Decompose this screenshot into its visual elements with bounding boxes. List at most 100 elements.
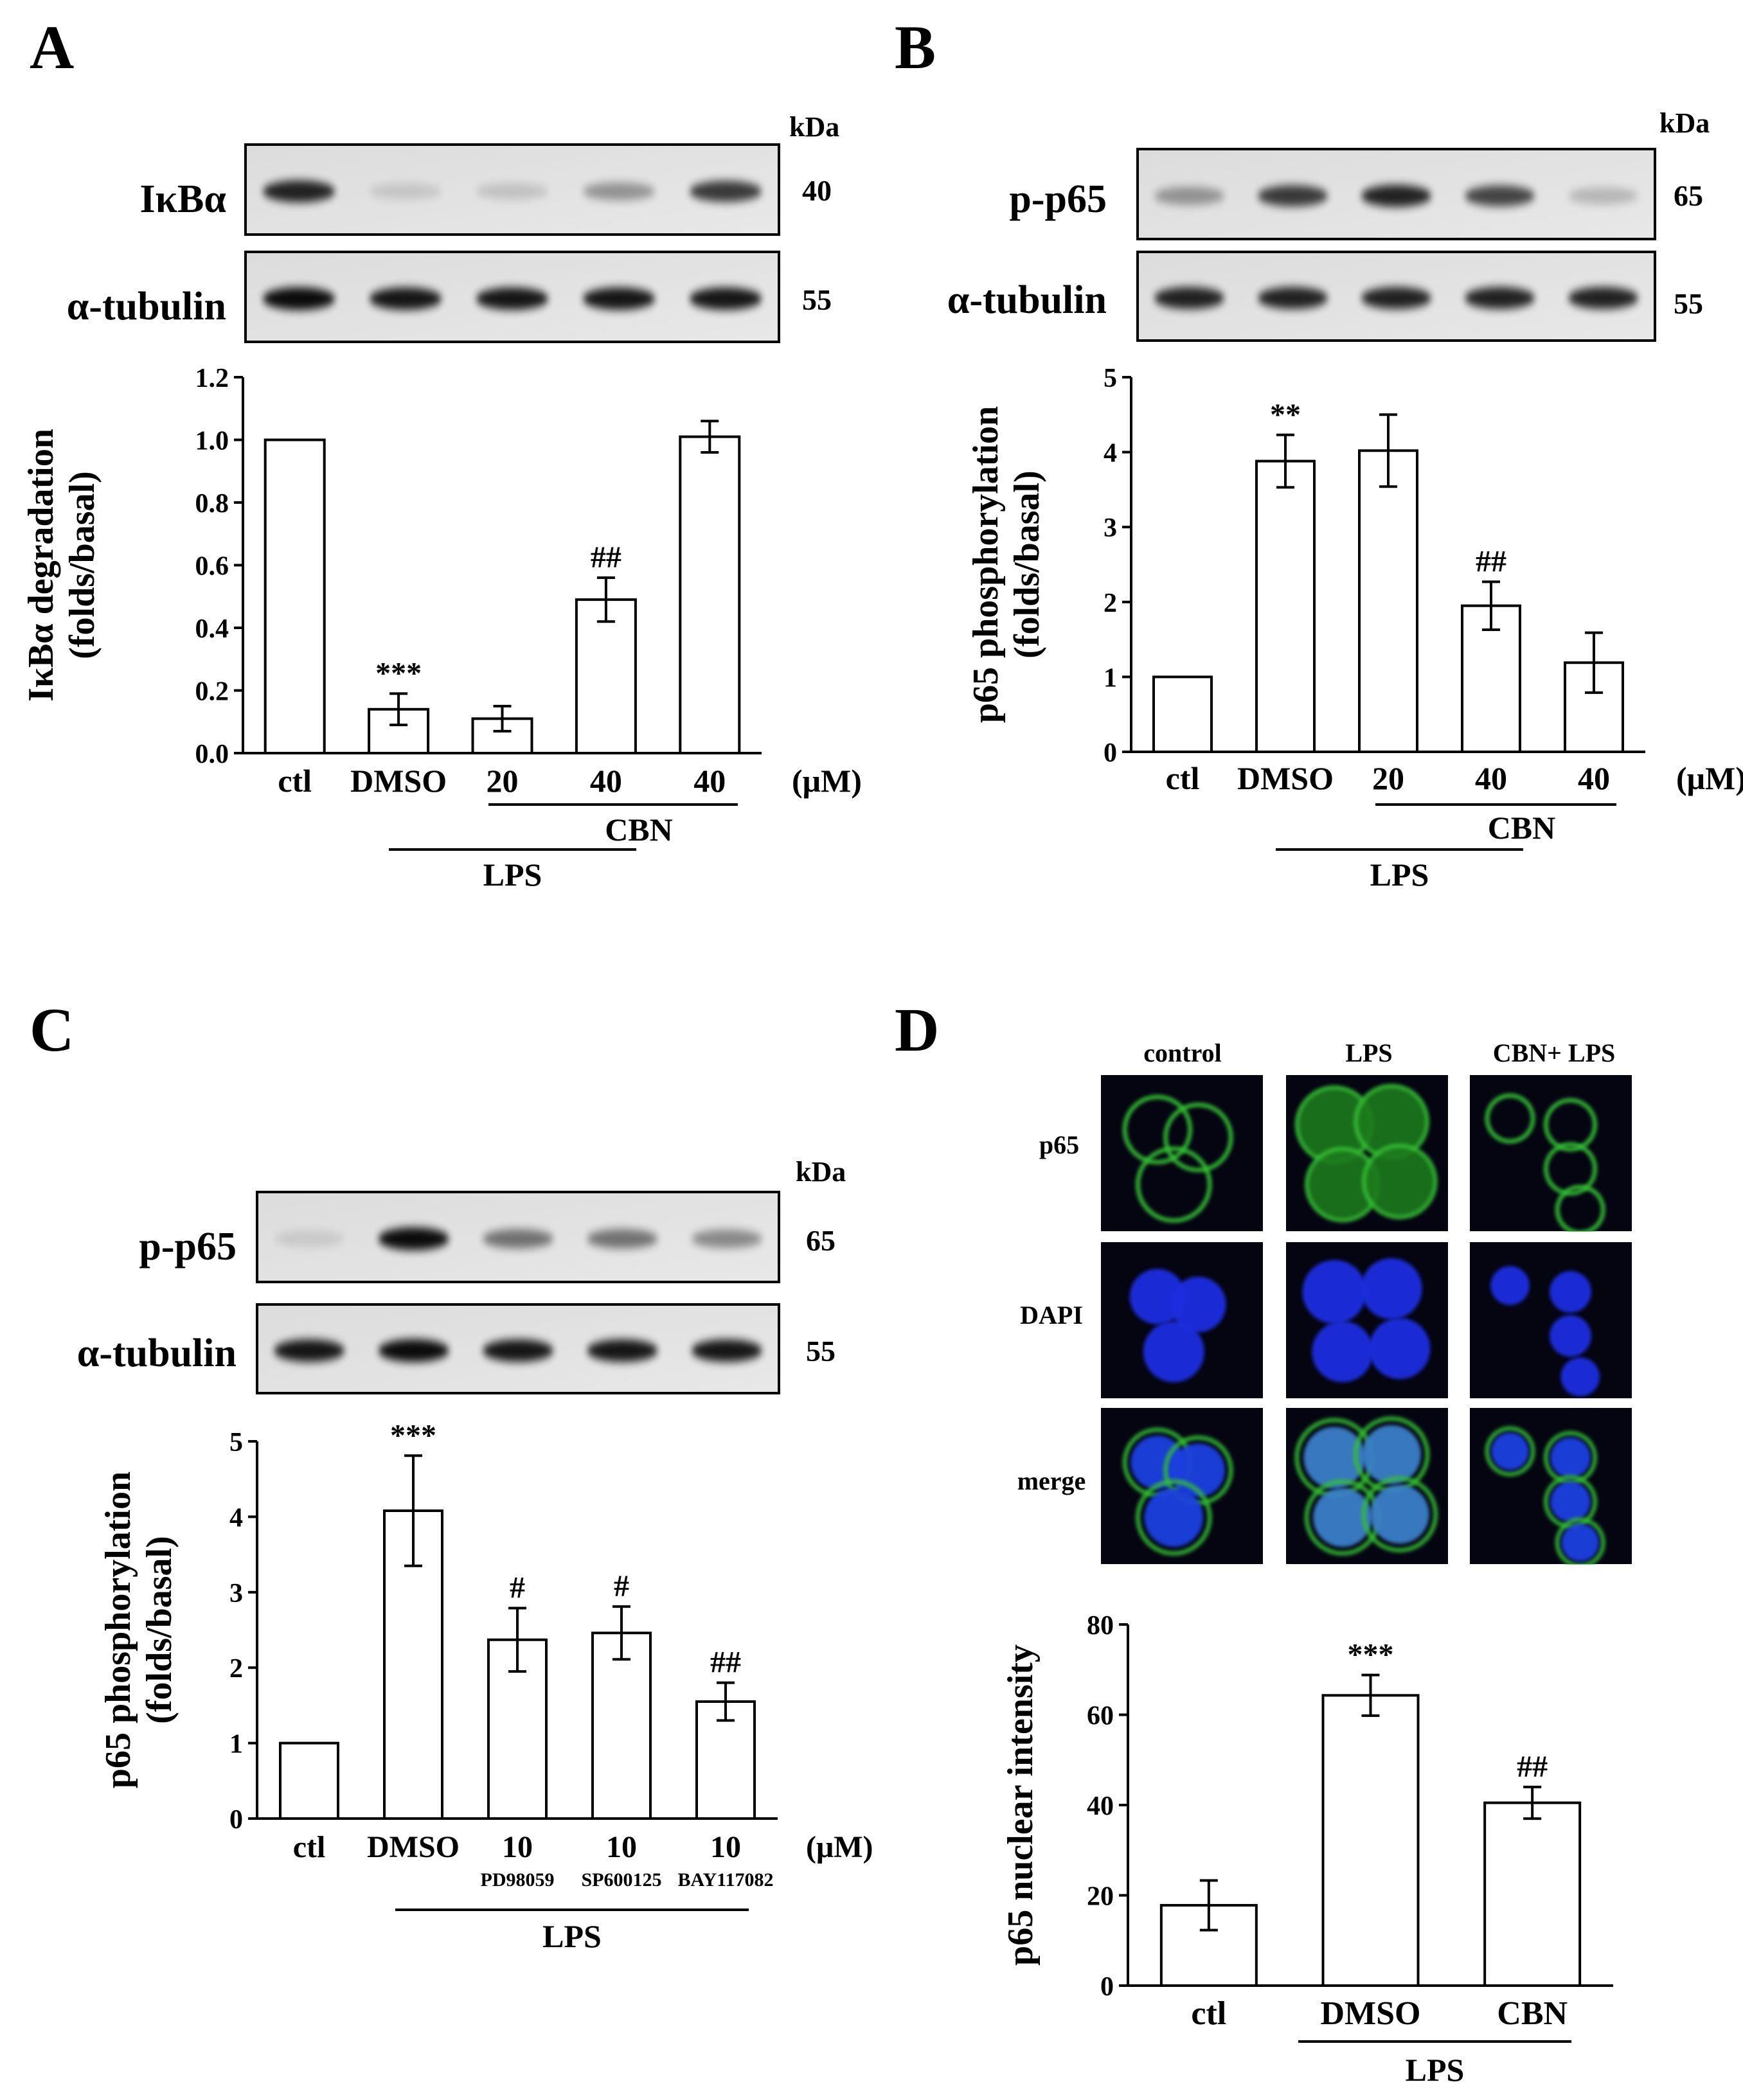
significance-marker: ## (1517, 1750, 1548, 1784)
blot-band (689, 287, 762, 310)
y-tick-label: 60 (1087, 1702, 1114, 1731)
significance-marker: ## (1476, 544, 1506, 578)
y-tick-label: 2 (1104, 589, 1117, 618)
panel-b-blot: kDa p-p65 α-tubulin 65 55 (947, 107, 1710, 342)
blot-band (262, 180, 335, 202)
kda-value-tubulin: 55 (806, 1335, 836, 1367)
kda-value-p-p65: 65 (806, 1224, 836, 1257)
y-axis-label: p65 phosphorylation (966, 406, 1006, 723)
error-bar (1523, 1785, 1542, 1820)
micrograph-dapi-cbn-lps (1469, 1241, 1633, 1400)
significance-marker: ** (1270, 398, 1301, 432)
x-tick-label: 40 (1578, 760, 1610, 796)
error-bar (404, 1454, 422, 1567)
y-tick-label: 0 (1100, 1972, 1114, 2002)
micrograph-merge-control (1100, 1407, 1264, 1565)
group-label: LPS (483, 857, 542, 893)
x-tick-label: 40 (693, 763, 726, 799)
micro-col-cbn-lps: CBN+ LPS (1493, 1038, 1616, 1067)
kda-unit-label: kDa (1659, 107, 1710, 139)
significance-marker: ## (591, 540, 621, 574)
kda-value-ikba: 40 (802, 174, 832, 207)
concentration-unit: (μM) (806, 1830, 873, 1864)
y-tick-label: 0.2 (195, 677, 229, 707)
y-axis-label: IκBα degradation (21, 429, 61, 702)
blot-band (1464, 185, 1535, 206)
y-tick-label: 5 (229, 1428, 243, 1457)
concentration-unit: (μM) (1676, 760, 1743, 796)
bar (1152, 675, 1213, 754)
panel-letter-c: C (30, 995, 74, 1064)
x-tick-label: ctl (278, 763, 312, 799)
y-axis-label: (folds/basal) (139, 1536, 179, 1724)
blot-band (1464, 287, 1535, 309)
x-tick-label: 20 (1372, 760, 1404, 796)
micrograph-p65-control (1100, 1074, 1264, 1232)
x-tick-label: DMSO (1237, 760, 1334, 796)
significance-marker: ## (710, 1646, 741, 1680)
blot-band (369, 287, 442, 310)
x-tick-label: ctl (1166, 760, 1200, 796)
protein-label-tubulin: α-tubulin (77, 1331, 237, 1375)
y-tick-label: 0.0 (195, 740, 229, 769)
blot-bands-tubulin (1154, 287, 1639, 309)
blot-band (587, 1339, 658, 1362)
bar (575, 598, 637, 754)
x-tick-label: DMSO (367, 1830, 460, 1864)
y-tick-label: 1.2 (195, 364, 229, 393)
panel-a-blot: kDa IκBα α-tubulin 40 55 (67, 111, 839, 343)
blot-bands-ikba (262, 180, 762, 202)
blot-band (691, 1229, 763, 1249)
bar (679, 435, 741, 754)
y-tick-label: 0 (229, 1805, 243, 1835)
inhibitor-label: PD98059 (481, 1869, 555, 1891)
bar (264, 438, 326, 754)
x-tick-label: 10 (710, 1830, 741, 1864)
blot-band (1154, 186, 1225, 205)
protein-label-tubulin: α-tubulin (947, 278, 1107, 322)
micrograph-dapi-lps (1285, 1241, 1449, 1400)
group-label: LPS (1370, 857, 1429, 893)
blot-band (1257, 185, 1328, 207)
blot-bands-p-p65 (273, 1227, 763, 1250)
y-tick-label: 1.0 (195, 427, 229, 456)
x-tick-label: 40 (590, 763, 622, 799)
inhibitor-label: BAY117082 (678, 1869, 774, 1891)
x-tick-label: DMSO (1321, 1995, 1421, 2032)
micrograph-p65-cbn-lps (1469, 1074, 1633, 1232)
y-tick-label: 0.6 (195, 552, 229, 582)
concentration-unit: (μM) (792, 763, 862, 799)
y-tick-label: 40 (1087, 1792, 1114, 1821)
significance-marker: *** (375, 656, 422, 690)
panel-d-micrographs: control LPS CBN+ LPS p65 DAPI merge (1017, 1038, 1633, 1565)
significance-marker: # (510, 1571, 525, 1605)
x-tick-label: 40 (1475, 760, 1507, 796)
y-axis-label: (folds/basal) (1007, 470, 1047, 659)
micro-col-lps: LPS (1345, 1038, 1392, 1067)
bar (591, 1632, 652, 1820)
bar (279, 1741, 339, 1820)
error-bar (1276, 433, 1294, 489)
protein-label-p-p65: p-p65 (1009, 177, 1107, 221)
panel-letter-d: D (895, 995, 939, 1064)
y-axis-label: (folds/basal) (62, 471, 102, 659)
y-tick-label: 0.4 (195, 614, 229, 644)
bar (1358, 449, 1418, 753)
error-bar (1482, 580, 1500, 631)
micro-col-control: control (1143, 1038, 1221, 1067)
bar (1255, 459, 1316, 753)
y-tick-label: 80 (1087, 1611, 1114, 1641)
micrograph-merge-cbn-lps (1469, 1407, 1633, 1565)
bar (471, 717, 533, 754)
x-tick-label: CBN (1497, 1995, 1568, 2032)
error-bar (612, 1605, 630, 1661)
blot-band (262, 287, 335, 310)
significance-marker: *** (1348, 1638, 1394, 1672)
error-bar (596, 576, 615, 623)
blot-band (482, 1229, 554, 1249)
group-label: LPS (1406, 2052, 1465, 2088)
y-tick-label: 2 (229, 1654, 243, 1684)
y-tick-label: 4 (229, 1503, 243, 1533)
y-tick-label: 1 (1104, 663, 1117, 693)
micro-row-p65: p65 (1039, 1130, 1079, 1159)
